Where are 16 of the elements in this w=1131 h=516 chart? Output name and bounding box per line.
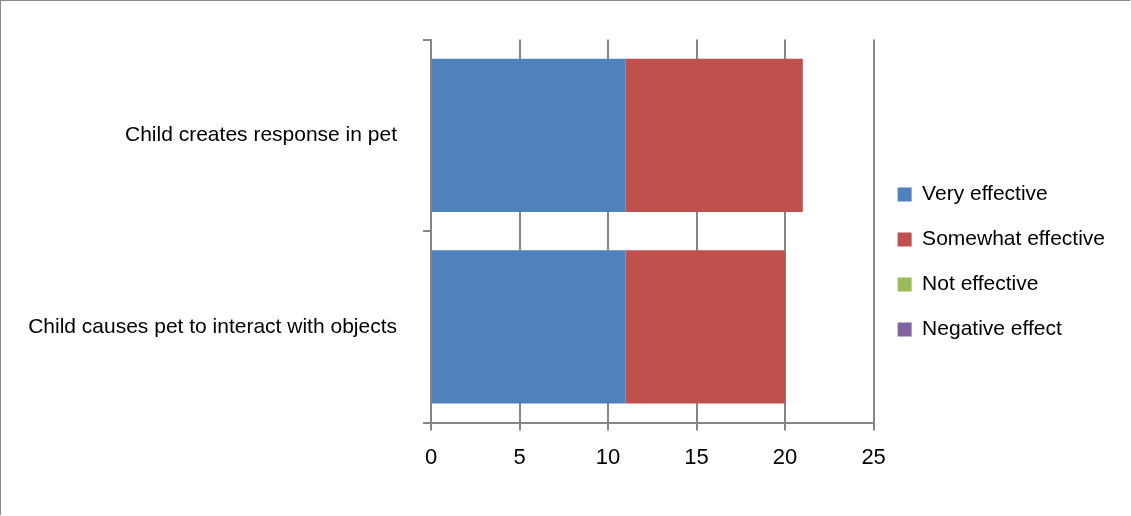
bar bbox=[625, 58, 803, 212]
x-tick-label: 15 bbox=[684, 443, 709, 469]
bar bbox=[625, 250, 786, 404]
bar bbox=[432, 58, 626, 212]
y-tick-label: Child creates response in pet bbox=[125, 122, 398, 146]
y-tick-label: Child causes pet to interact with objects bbox=[28, 313, 397, 337]
x-tick-label: 20 bbox=[772, 443, 798, 469]
legend-label: Very effective bbox=[922, 181, 1048, 205]
x-tick-label: 5 bbox=[513, 443, 526, 469]
legend-label: Somewhat effective bbox=[922, 226, 1106, 250]
legend-label: Negative effect bbox=[922, 316, 1062, 340]
x-tick-label: 25 bbox=[861, 443, 886, 469]
x-tick-label: 10 bbox=[595, 443, 621, 469]
bar bbox=[432, 250, 626, 404]
x-tick-label: 0 bbox=[424, 443, 438, 469]
legend-label: Not effective bbox=[922, 271, 1039, 295]
